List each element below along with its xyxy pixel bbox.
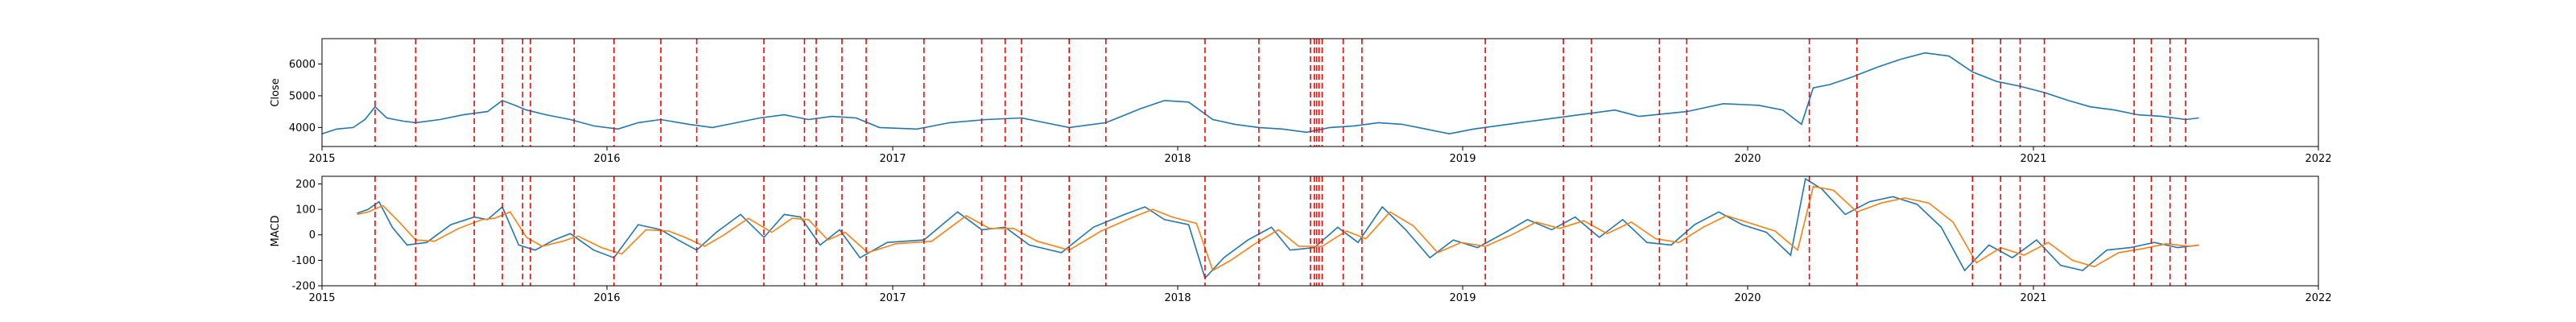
x-tick-label: 2016 [593,292,620,304]
y-tick-label: 5000 [289,90,316,102]
x-tick-label: 2020 [1734,153,1761,165]
x-tick-label: 2016 [593,153,620,165]
series-line-2 [357,185,2199,272]
x-tick-label: 2015 [308,292,335,304]
panel-2: -200 -100 0 100 200 2015 2016 2017 2018 2019 2020 2… [270,175,2332,304]
y-tick-label: 100 [295,204,316,217]
y-axis-label: Close [270,78,282,106]
x-tick-label: 2022 [2305,292,2331,304]
x-tick-label: 2020 [1734,292,1761,304]
y-tick-label: -200 [291,281,316,293]
series-line-1 [322,52,2199,135]
y-tick-label: -100 [291,255,316,267]
panel-1: 4000 5000 6000 2015 2016 2017 2018 2019 2020 2021… [270,38,2332,165]
x-tick-label: 2022 [2305,153,2331,165]
x-tick-label: 2017 [879,292,906,304]
y-tick-label: 200 [295,179,316,191]
y-tick-label: 0 [309,229,316,242]
x-tick-label: 2018 [1164,292,1191,304]
x-tick-label: 2021 [2020,292,2046,304]
x-tick-label: 2021 [2020,153,2046,165]
y-tick-label: 6000 [289,59,316,71]
y-axis-label: MACD [270,216,282,247]
x-tick-label: 2019 [1449,292,1476,304]
x-tick-label: 2019 [1449,153,1476,165]
y-tick-label: 4000 [289,122,316,134]
x-tick-label: 2018 [1164,153,1191,165]
axes-frame [321,38,2319,147]
axes-frame [321,175,2319,287]
x-tick-label: 2017 [879,153,906,165]
series-line-1 [357,177,2199,280]
x-tick-label: 2015 [308,153,335,165]
